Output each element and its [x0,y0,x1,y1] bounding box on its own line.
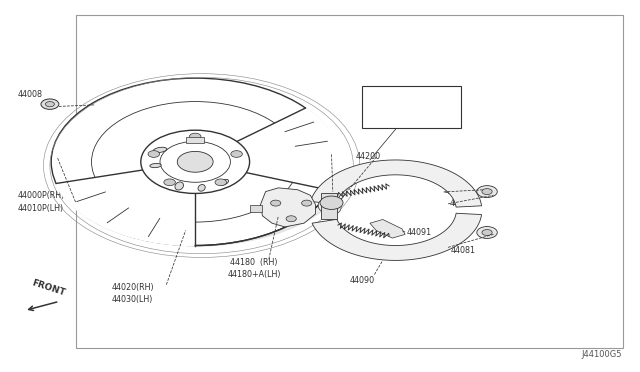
Text: 44051+A(LH): 44051+A(LH) [280,162,333,171]
Polygon shape [312,213,481,260]
Circle shape [215,179,227,186]
Circle shape [320,196,343,209]
Text: 44008: 44008 [18,90,43,99]
Wedge shape [195,108,340,191]
Circle shape [482,189,492,195]
Bar [321,193,337,219]
Text: 44030(LH): 44030(LH) [112,295,154,304]
Circle shape [231,151,243,157]
Text: 44200: 44200 [356,153,381,161]
Text: 44091: 44091 [406,228,431,237]
Text: 44010P(LH): 44010P(LH) [18,204,64,213]
Text: 44180+A(LH): 44180+A(LH) [228,270,282,279]
Polygon shape [260,188,316,227]
Circle shape [160,141,230,182]
Text: 44060S: 44060S [375,87,405,96]
Text: J44100G5: J44100G5 [582,350,622,359]
Ellipse shape [153,147,167,153]
Bar [76,15,623,348]
Bar [186,137,204,143]
Circle shape [189,133,201,140]
Text: 44081: 44081 [451,246,476,255]
Polygon shape [310,160,481,207]
Text: 44000P(RH): 44000P(RH) [18,191,65,200]
Bar [362,86,461,128]
Text: 44051  (RH): 44051 (RH) [282,150,329,159]
Circle shape [271,200,281,206]
Ellipse shape [324,207,332,214]
Circle shape [164,179,175,186]
Wedge shape [54,162,195,246]
Circle shape [41,99,59,109]
Circle shape [148,151,159,157]
Text: 44020(RH): 44020(RH) [112,283,155,292]
Circle shape [141,130,250,193]
Polygon shape [370,219,405,238]
Text: FRONT: FRONT [30,279,66,298]
Circle shape [51,78,339,246]
Circle shape [482,230,492,235]
Ellipse shape [220,179,228,185]
Text: 44084: 44084 [450,199,475,208]
Ellipse shape [175,182,184,190]
Ellipse shape [318,198,341,215]
Text: 44090: 44090 [350,276,375,285]
Circle shape [477,227,497,238]
Circle shape [286,216,296,222]
Bar [250,205,262,212]
Circle shape [45,102,54,107]
Ellipse shape [198,185,205,191]
Circle shape [92,102,299,222]
Text: 44180  (RH): 44180 (RH) [230,258,278,267]
Circle shape [177,151,213,172]
Ellipse shape [328,199,335,206]
Circle shape [477,186,497,198]
Text: 44083: 44083 [445,187,470,196]
Circle shape [301,200,312,206]
Ellipse shape [150,163,161,168]
